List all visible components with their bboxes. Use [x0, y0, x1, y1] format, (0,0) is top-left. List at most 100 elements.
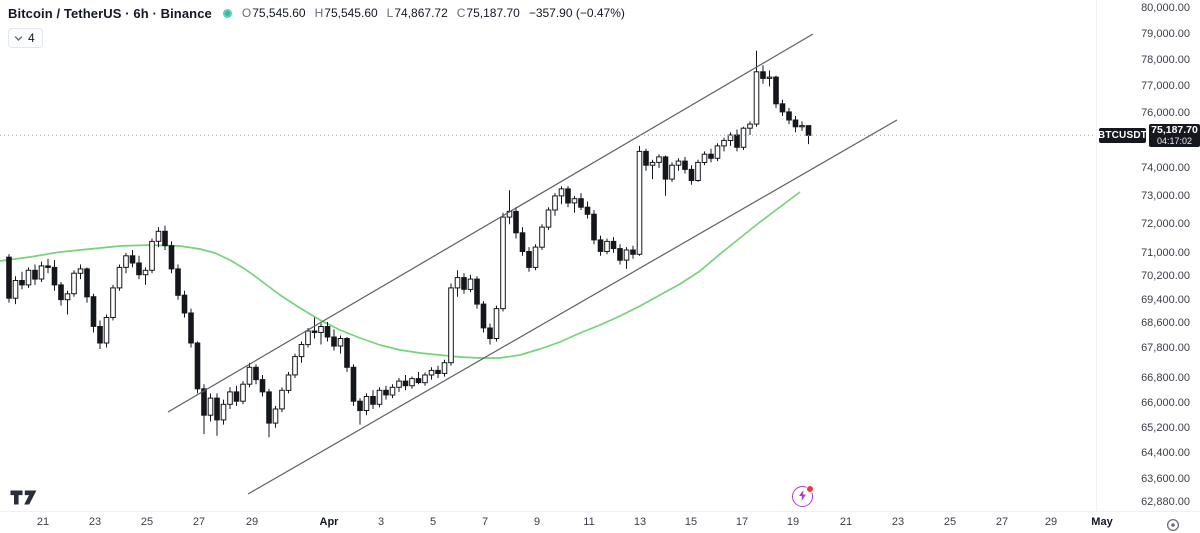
candle [799, 121, 805, 131]
close-value: 75,187.70 [466, 6, 520, 20]
candle [662, 155, 669, 196]
time-tick-label: 23 [891, 516, 905, 528]
candle [116, 264, 123, 291]
candle [337, 335, 344, 354]
candle [389, 384, 396, 399]
candle [558, 186, 565, 205]
open-label: O [241, 6, 252, 20]
time-tick-label: 25 [943, 516, 957, 528]
candle [428, 367, 435, 380]
candle [578, 193, 584, 210]
time-tick-label: 29 [245, 516, 259, 528]
candle [240, 381, 246, 405]
axis-target-icon[interactable] [1166, 518, 1180, 532]
flash-promo-button[interactable] [792, 485, 814, 507]
candle [188, 308, 194, 348]
candle [649, 159, 656, 180]
time-tick-label: 27 [192, 516, 206, 528]
time-tick-label: 15 [684, 516, 698, 528]
candle [630, 245, 636, 259]
change-value: −357.90 (−0.47%) [528, 6, 625, 20]
candle [103, 314, 110, 348]
market-status-dot[interactable] [222, 8, 232, 18]
candle [272, 405, 279, 428]
candle [467, 274, 474, 293]
candle [500, 212, 506, 312]
candle [422, 372, 428, 386]
candle [84, 267, 90, 303]
candle [747, 121, 753, 135]
candle [441, 359, 448, 377]
low-value: 74,867.72 [394, 6, 448, 20]
candle [493, 305, 500, 342]
trendline[interactable] [247, 119, 898, 495]
candle [38, 261, 45, 282]
price-tick-label: 65,200.00 [1141, 422, 1190, 434]
price-tick-label: 67,800.00 [1141, 342, 1190, 354]
candle [506, 190, 513, 225]
price-axis[interactable]: 80,000.00 79,000.00 78,000.00 77,000.00 76,0… [1096, 0, 1200, 511]
price-tick-label: 70,200.00 [1141, 270, 1190, 282]
time-tick-label: May [1091, 516, 1113, 528]
candle [383, 385, 389, 400]
candle [480, 301, 487, 333]
price-tick-label: 69,400.00 [1141, 294, 1190, 306]
price-tick-label: 76,000.00 [1141, 107, 1190, 119]
chevron-down-icon [14, 34, 23, 43]
candle [448, 283, 454, 366]
candle [695, 159, 701, 182]
chart-legend: Bitcoin / TetherUS · 6h · Binance O75,54… [8, 4, 625, 48]
candle [51, 260, 58, 291]
notification-dot [806, 485, 814, 493]
candle [597, 235, 604, 256]
candle [45, 258, 51, 274]
candle [786, 107, 792, 125]
indicators-collapse-button[interactable]: 4 [8, 28, 43, 48]
candle [363, 393, 370, 416]
price-tick-label: 72,000.00 [1141, 218, 1190, 230]
candle [129, 250, 136, 268]
candle [584, 201, 591, 219]
tradingview-logo-icon[interactable] [10, 490, 38, 505]
candle [318, 323, 324, 345]
price-tick-label: 62,880.00 [1141, 496, 1190, 508]
candle [415, 371, 422, 385]
time-tick-label: 11 [583, 516, 595, 528]
candle [565, 186, 571, 208]
candle [526, 247, 532, 272]
candle [6, 254, 12, 303]
candle [604, 238, 610, 255]
candle [298, 341, 305, 363]
price-tick-label: 78,000.00 [1141, 54, 1190, 66]
candle [246, 362, 253, 388]
candle [682, 156, 688, 174]
symbol-title[interactable]: Bitcoin / TetherUS · 6h · Binance [8, 5, 212, 21]
candle [402, 375, 409, 391]
price-tick-label: 79,000.00 [1141, 28, 1190, 40]
time-axis[interactable]: 21 23 25 27 29 Apr 3 5 7 9 11 13 15 17 19 21 23 25 27 29 May [0, 511, 1200, 533]
candle [168, 241, 175, 274]
candle [311, 317, 318, 339]
candle [162, 225, 168, 250]
time-tick-label: 27 [995, 516, 1009, 528]
candle [513, 207, 519, 239]
candle [435, 365, 441, 378]
candle [77, 264, 84, 280]
trendline[interactable] [167, 33, 814, 413]
ma-line [0, 191, 801, 359]
candle [701, 151, 708, 166]
time-tick-label: 23 [88, 516, 102, 528]
candle [285, 371, 292, 394]
price-tick-label: 73,000.00 [1141, 190, 1190, 202]
candle [740, 126, 747, 150]
candle [591, 210, 597, 245]
price-tick-label: 74,000.00 [1141, 162, 1190, 174]
candle [773, 75, 779, 108]
candle [149, 238, 155, 274]
time-tick-label: 9 [533, 516, 541, 528]
candle [305, 328, 311, 348]
candle [409, 376, 415, 389]
candle [32, 264, 38, 285]
candle [71, 270, 77, 297]
